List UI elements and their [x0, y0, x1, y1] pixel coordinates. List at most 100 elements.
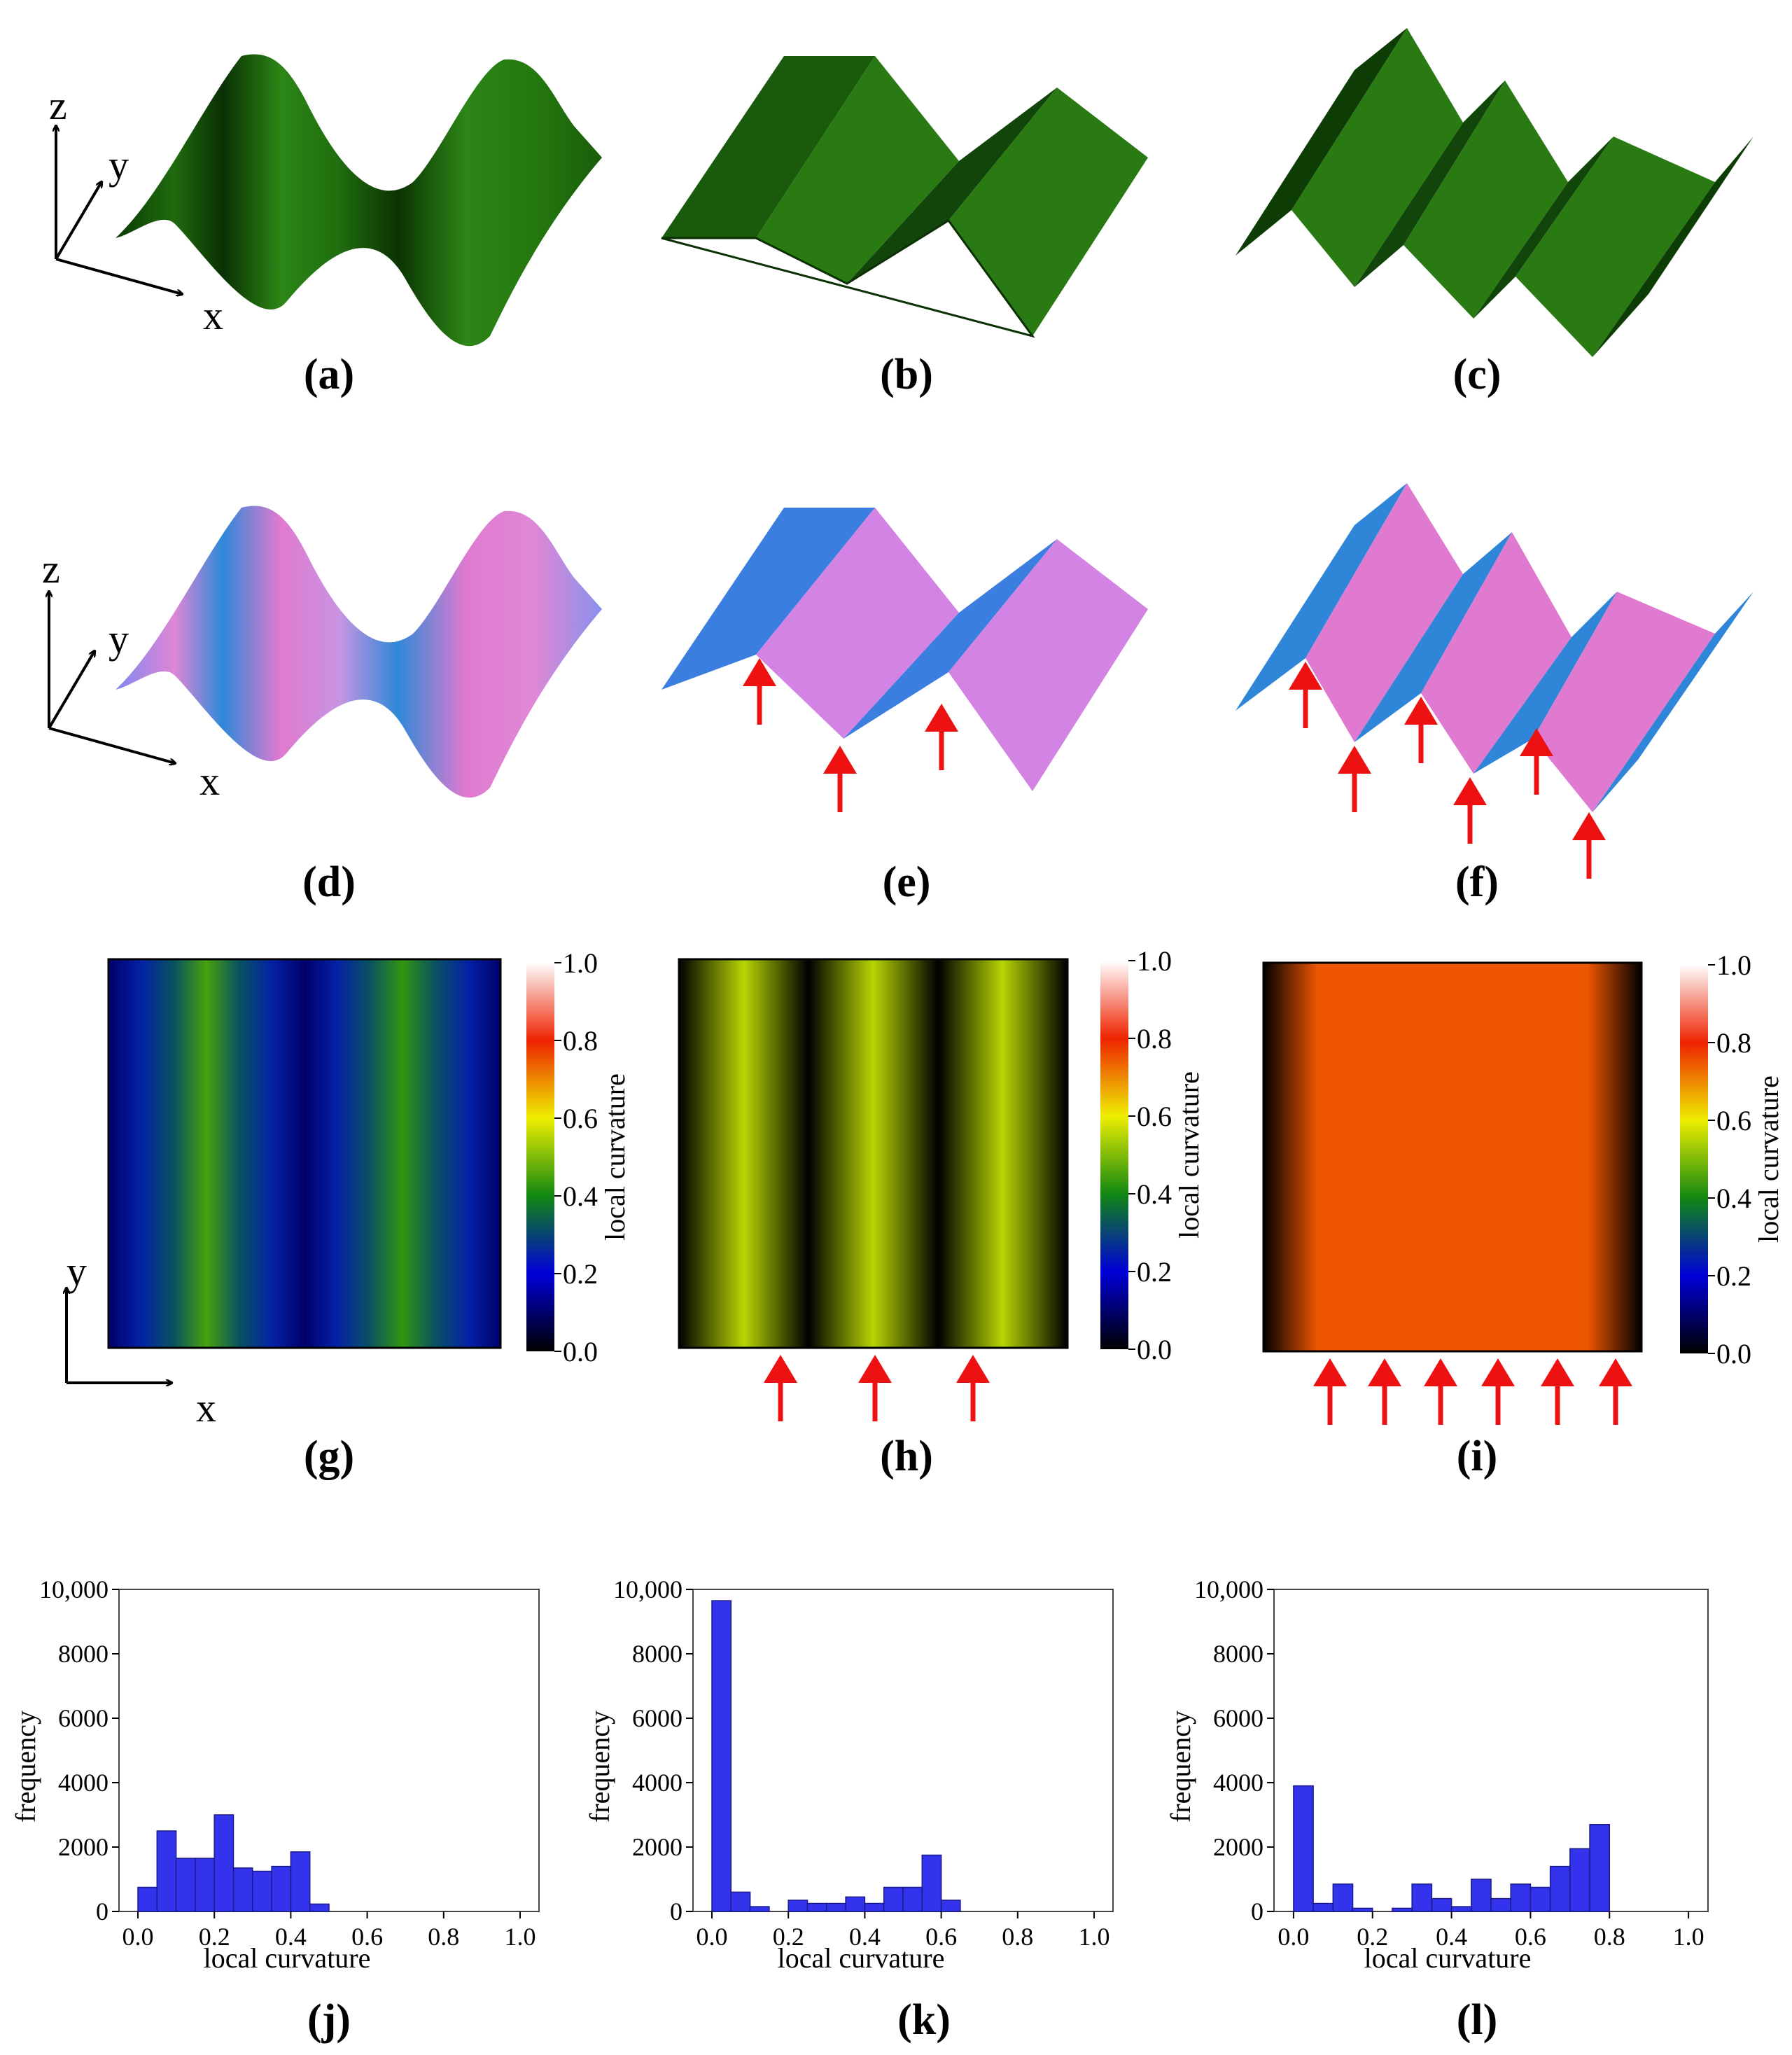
x-tick-label: 1.0 — [1673, 1923, 1704, 1951]
panel-label-c: (c) — [1453, 351, 1502, 398]
plot-frame — [1273, 1589, 1709, 1912]
heatmap-h — [678, 958, 1069, 1349]
crease-arrow-i-4 — [1541, 1358, 1574, 1425]
panel-label-f: (f) — [1455, 858, 1499, 906]
y-tick-label: 0 — [670, 1897, 682, 1925]
plot-frame — [692, 1589, 1114, 1912]
histogram-bar — [940, 1900, 961, 1912]
colorbar-tick-label: 0.2 — [1716, 1260, 1751, 1292]
histogram-bar — [156, 1830, 177, 1912]
axes-a: z y x — [49, 83, 223, 338]
histogram-bar — [1411, 1883, 1433, 1912]
panel-label-b: (b) — [880, 351, 933, 398]
colorbar-tick-label: 0.2 — [1137, 1256, 1172, 1288]
axis-y-label-d: y — [108, 616, 129, 662]
crease-arrows-ef — [743, 658, 1606, 879]
crease-arrow-e-0 — [743, 658, 776, 725]
axis-x-label-d: x — [200, 758, 220, 804]
x-axis-label: local curvature — [778, 1942, 945, 1974]
crease-arrow-f-5 — [1572, 812, 1606, 879]
colorbar-tick-label: 0.0 — [563, 1336, 598, 1367]
crease-arrow-f-1 — [1338, 746, 1371, 812]
y-tick-label: 2000 — [1213, 1833, 1264, 1861]
colorbar-1: 0.0 0.2 0.4 0.6 0.8 1.0 local curvature — [1100, 945, 1205, 1365]
crease-arrow-h-1 — [858, 1355, 892, 1421]
x-tick-label: 0.6 — [1515, 1923, 1546, 1951]
crease-arrow-e-1 — [823, 746, 857, 812]
histogram-bar — [749, 1906, 770, 1912]
x-tick-label: 0.6 — [925, 1923, 957, 1951]
colorbar-tick-label: 1.0 — [1716, 949, 1751, 981]
axis-y-label-g: y — [66, 1248, 87, 1294]
panel-label-g: (g) — [304, 1433, 354, 1480]
panel-label-k: (k) — [897, 1996, 951, 2044]
axis-z-label-a: z — [49, 83, 67, 128]
panel-c-surface — [1236, 28, 1754, 357]
y-tick-label: 2000 — [632, 1833, 682, 1861]
colorbar-tick-label: 0.6 — [1137, 1101, 1172, 1132]
heatmap-i — [1262, 961, 1643, 1353]
histogram-bar — [883, 1886, 904, 1912]
histogram-1: 0.0 0.2 0.4 0.6 0.8 1.0 0 2000 4000 6000 8000 10,00… — [584, 1575, 1114, 1974]
x-tick-label: 0.0 — [122, 1923, 154, 1951]
histogram-bar — [1510, 1883, 1532, 1912]
histogram-bar — [1530, 1886, 1551, 1912]
y-axis-label: frequency — [1165, 1711, 1196, 1823]
histogram-bar — [175, 1858, 196, 1912]
histogram-bar — [271, 1865, 292, 1912]
panel-f-surface — [1236, 483, 1754, 812]
crease-arrow-h-0 — [764, 1355, 797, 1421]
histogram-bar — [1312, 1902, 1334, 1912]
colorbar-tick-label: 1.0 — [1137, 945, 1172, 977]
crease-arrow-h-2 — [956, 1355, 990, 1421]
y-tick-label: 4000 — [58, 1769, 108, 1797]
histogram-bar — [711, 1600, 732, 1912]
colorbar-tick-label: 0.0 — [1137, 1334, 1172, 1365]
histogram-bar — [214, 1814, 234, 1912]
panel-d-surface — [115, 506, 602, 798]
histogram-bar — [1471, 1879, 1492, 1912]
x-tick-label: 0.4 — [849, 1923, 881, 1951]
y-axis-label: frequency — [584, 1711, 615, 1823]
y-tick-label: 8000 — [632, 1640, 682, 1668]
histogram-bar — [1392, 1907, 1413, 1912]
colorbar-gradient — [526, 963, 554, 1351]
y-tick-label: 4000 — [632, 1769, 682, 1797]
axis-x-label-g: x — [196, 1385, 216, 1430]
histogram-bar — [1549, 1865, 1571, 1912]
x-tick-label: 1.0 — [1079, 1923, 1110, 1951]
histogram-bar — [1332, 1883, 1354, 1912]
x-tick-label: 0.4 — [275, 1923, 307, 1951]
panel-e-surface — [662, 508, 1148, 791]
axes-d: z y x — [42, 546, 220, 804]
colorbar-tick-label: 0.4 — [1137, 1178, 1172, 1210]
histogram-bar — [921, 1854, 942, 1912]
colorbar-tick-label: 0.4 — [1716, 1183, 1751, 1214]
y-tick-label: 4000 — [1213, 1769, 1264, 1797]
histogram-bar — [730, 1891, 751, 1912]
panel-label-a: (a) — [304, 351, 354, 398]
histogram-0: 0.0 0.2 0.4 0.6 0.8 1.0 0 2000 4000 6000 8000 10,00… — [10, 1575, 540, 1974]
colorbar-gradient — [1100, 961, 1128, 1349]
y-tick-label: 6000 — [632, 1704, 682, 1732]
crease-arrow-i-2 — [1424, 1358, 1457, 1425]
y-axis-label: frequency — [10, 1711, 41, 1823]
x-tick-label: 0.4 — [1436, 1923, 1467, 1951]
y-tick-label: 2000 — [58, 1833, 108, 1861]
histogram-bar — [252, 1870, 272, 1912]
y-tick-label: 6000 — [58, 1704, 108, 1732]
histogram-bar — [864, 1902, 885, 1912]
y-tick-label: 10,000 — [39, 1575, 108, 1603]
y-tick-label: 6000 — [1213, 1704, 1264, 1732]
colorbar-tick-label: 0.0 — [1716, 1338, 1751, 1370]
x-tick-label: 0.0 — [1278, 1923, 1309, 1951]
panel-label-l: (l) — [1457, 1996, 1498, 2044]
histogram-bar — [1431, 1897, 1452, 1912]
y-tick-label: 0 — [96, 1897, 108, 1925]
colorbar-0: 0.0 0.2 0.4 0.6 0.8 1.0 local curvature — [526, 947, 631, 1367]
histogram-bar — [232, 1867, 253, 1912]
plot-frame — [118, 1589, 540, 1912]
crease-arrow-f-4 — [1520, 728, 1553, 795]
colorbar-label: local curvature — [599, 1073, 631, 1241]
